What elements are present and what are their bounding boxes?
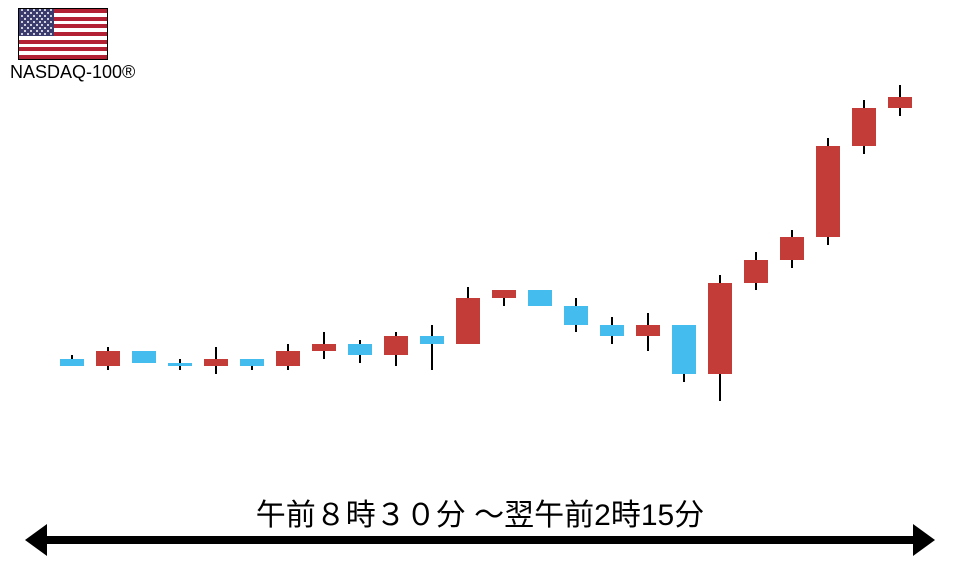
time-axis-arrow: [0, 0, 960, 567]
